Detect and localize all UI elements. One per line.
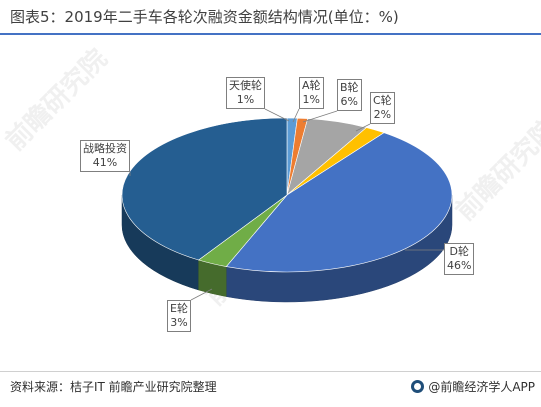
footer-divider (0, 371, 541, 372)
data-label-value: 46% (447, 259, 472, 272)
pie-side-walls (121, 194, 453, 303)
data-label-1: A轮 1% (299, 77, 324, 109)
data-label-name: B轮 (340, 81, 359, 94)
data-label-value: 3% (170, 316, 188, 329)
leader-line-2 (302, 110, 338, 123)
leader-line-5 (190, 288, 213, 301)
data-label-name: A轮 (302, 79, 321, 92)
title-divider (0, 33, 541, 35)
data-label-2: B轮 6% (337, 79, 362, 111)
data-label-value: 6% (340, 95, 358, 108)
leader-line-0 (264, 108, 290, 122)
data-label-name: D轮 (449, 245, 469, 258)
data-label-4: D轮 46% (444, 243, 475, 275)
source-note: 资料来源：桔子IT 前瞻产业研究院整理 (10, 380, 217, 394)
data-label-name: E轮 (170, 302, 188, 315)
brand-attribution: @前瞻经济学人APP (411, 378, 535, 395)
brand-logo-icon (411, 380, 425, 393)
data-label-5: E轮 3% (167, 300, 191, 332)
pie-slice-6 (121, 117, 288, 261)
data-label-0: 天使轮 1% (226, 77, 265, 109)
pie-slice-4 (225, 132, 453, 273)
leader-lines (129, 108, 444, 301)
data-label-6: 战略投资 41% (80, 140, 130, 172)
data-label-value: 1% (236, 93, 255, 106)
data-label-name: C轮 (373, 94, 392, 107)
leader-line-1 (292, 108, 300, 123)
data-label-name: 战略投资 (83, 142, 127, 155)
chart-title: 图表5：2019年二手车各轮次融资金额结构情况(单位：%) (10, 8, 399, 26)
pie-top-faces (121, 117, 453, 273)
data-label-value: 41% (92, 156, 118, 169)
brand-text: @前瞻经济学人APP (428, 380, 535, 394)
data-label-3: C轮 2% (370, 92, 395, 124)
leader-line-3 (355, 123, 371, 132)
data-label-name: 天使轮 (229, 79, 262, 92)
data-label-value: 2% (373, 108, 392, 121)
data-label-value: 1% (302, 93, 320, 106)
